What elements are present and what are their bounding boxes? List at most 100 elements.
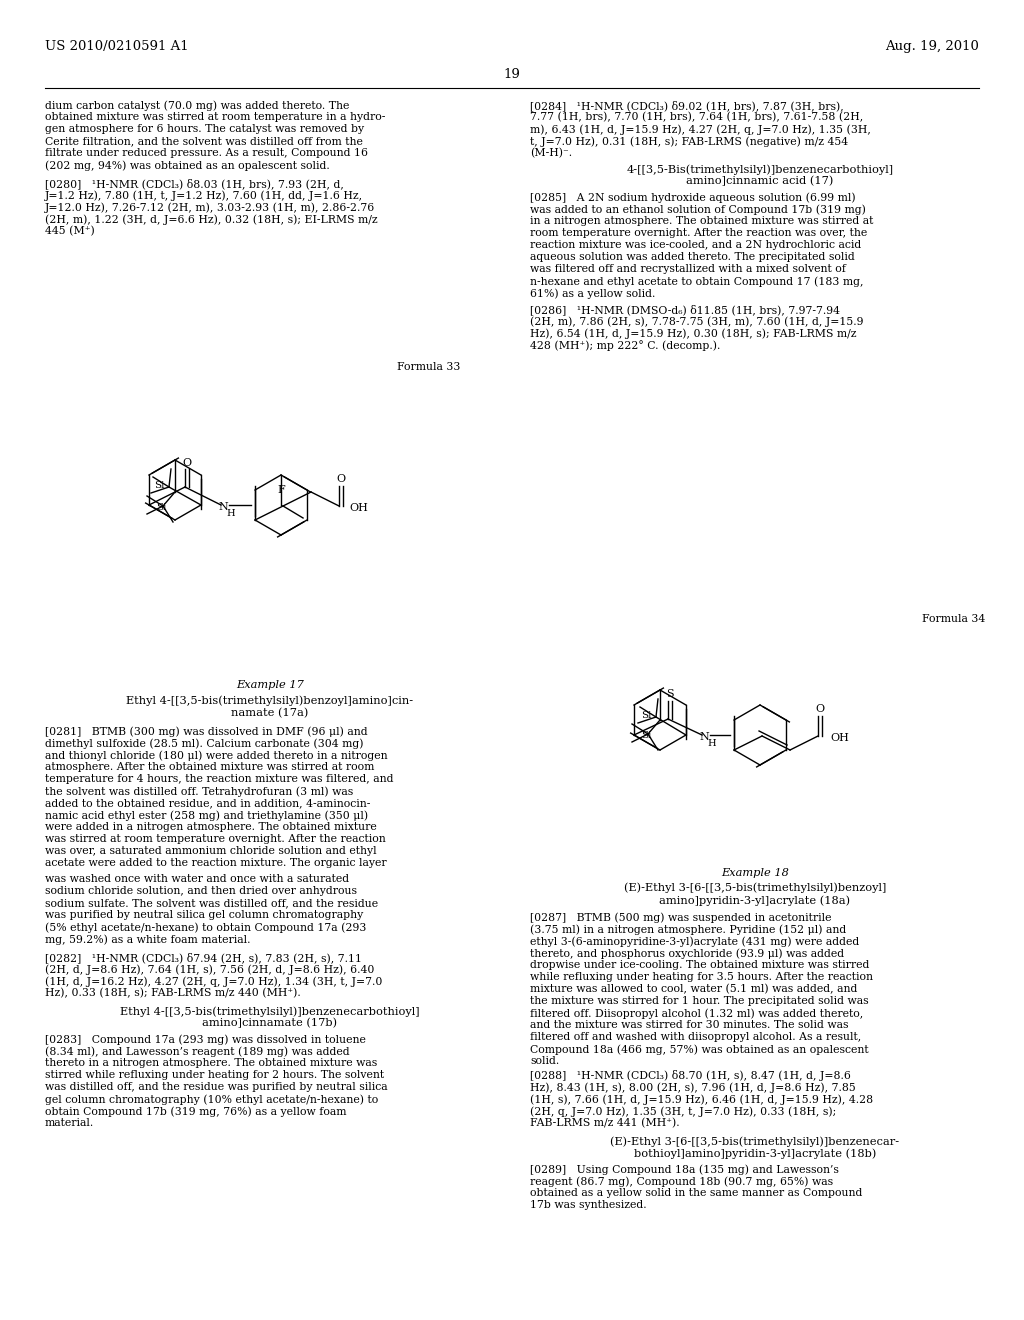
Text: t, J=7.0 Hz), 0.31 (18H, s); FAB-LRMS (negative) m/z 454: t, J=7.0 Hz), 0.31 (18H, s); FAB-LRMS (n… [530, 136, 848, 147]
Text: material.: material. [45, 1118, 94, 1129]
Text: n-hexane and ethyl acetate to obtain Compound 17 (183 mg,: n-hexane and ethyl acetate to obtain Com… [530, 276, 863, 286]
Text: room temperature overnight. After the reaction was over, the: room temperature overnight. After the re… [530, 228, 867, 238]
Text: [0288]   ¹H-NMR (CDCl₃) δ8.70 (1H, s), 8.47 (1H, d, J=8.6: [0288] ¹H-NMR (CDCl₃) δ8.70 (1H, s), 8.4… [530, 1071, 851, 1081]
Text: O: O [182, 458, 191, 469]
Text: [0282]   ¹H-NMR (CDCl₃) δ7.94 (2H, s), 7.83 (2H, s), 7.11: [0282] ¹H-NMR (CDCl₃) δ7.94 (2H, s), 7.8… [45, 952, 362, 962]
Text: (2H, m), 1.22 (3H, d, J=6.6 Hz), 0.32 (18H, s); EI-LRMS m/z: (2H, m), 1.22 (3H, d, J=6.6 Hz), 0.32 (1… [45, 214, 378, 224]
Text: [0281]   BTMB (300 mg) was dissolved in DMF (96 μl) and: [0281] BTMB (300 mg) was dissolved in DM… [45, 726, 368, 737]
Text: namate (17a): namate (17a) [231, 708, 308, 718]
Text: the mixture was stirred for 1 hour. The precipitated solid was: the mixture was stirred for 1 hour. The … [530, 997, 868, 1006]
Text: 7.77 (1H, brs), 7.70 (1H, brs), 7.64 (1H, brs), 7.61-7.58 (2H,: 7.77 (1H, brs), 7.70 (1H, brs), 7.64 (1H… [530, 112, 863, 123]
Text: gen atmosphere for 6 hours. The catalyst was removed by: gen atmosphere for 6 hours. The catalyst… [45, 124, 365, 135]
Text: thereto in a nitrogen atmosphere. The obtained mixture was: thereto in a nitrogen atmosphere. The ob… [45, 1059, 377, 1068]
Text: 17b was synthesized.: 17b was synthesized. [530, 1200, 646, 1210]
Text: was purified by neutral silica gel column chromatography: was purified by neutral silica gel colum… [45, 909, 364, 920]
Text: mixture was allowed to cool, water (5.1 ml) was added, and: mixture was allowed to cool, water (5.1 … [530, 983, 857, 994]
Text: Example 18: Example 18 [721, 869, 788, 878]
Text: filtered off. Diisopropyl alcohol (1.32 ml) was added thereto,: filtered off. Diisopropyl alcohol (1.32 … [530, 1008, 863, 1019]
Text: Si: Si [641, 731, 651, 741]
Text: Hz), 6.54 (1H, d, J=15.9 Hz), 0.30 (18H, s); FAB-LRMS m/z: Hz), 6.54 (1H, d, J=15.9 Hz), 0.30 (18H,… [530, 327, 856, 338]
Text: aqueous solution was added thereto. The precipitated solid: aqueous solution was added thereto. The … [530, 252, 855, 261]
Text: OH: OH [830, 733, 849, 743]
Text: and thionyl chloride (180 μl) were added thereto in a nitrogen: and thionyl chloride (180 μl) were added… [45, 750, 388, 760]
Text: US 2010/0210591 A1: US 2010/0210591 A1 [45, 40, 188, 53]
Text: was washed once with water and once with a saturated: was washed once with water and once with… [45, 874, 349, 884]
Text: [0283]   Compound 17a (293 mg) was dissolved in toluene: [0283] Compound 17a (293 mg) was dissolv… [45, 1034, 366, 1044]
Text: dium carbon catalyst (70.0 mg) was added thereto. The: dium carbon catalyst (70.0 mg) was added… [45, 100, 349, 111]
Text: thereto, and phosphorus oxychloride (93.9 μl) was added: thereto, and phosphorus oxychloride (93.… [530, 948, 844, 958]
Text: in a nitrogen atmosphere. The obtained mixture was stirred at: in a nitrogen atmosphere. The obtained m… [530, 216, 873, 226]
Text: was added to an ethanol solution of Compound 17b (319 mg): was added to an ethanol solution of Comp… [530, 205, 866, 215]
Text: Ethyl 4-[[3,5-bis(trimethylsilyl)benzoyl]amino]cin-: Ethyl 4-[[3,5-bis(trimethylsilyl)benzoyl… [126, 696, 414, 706]
Text: (2H, m), 7.86 (2H, s), 7.78-7.75 (3H, m), 7.60 (1H, d, J=15.9: (2H, m), 7.86 (2H, s), 7.78-7.75 (3H, m)… [530, 315, 863, 326]
Text: [0287]   BTMB (500 mg) was suspended in acetonitrile: [0287] BTMB (500 mg) was suspended in ac… [530, 912, 831, 923]
Text: 445 (M⁺): 445 (M⁺) [45, 226, 95, 236]
Text: gel column chromatography (10% ethyl acetate/n-hexane) to: gel column chromatography (10% ethyl ace… [45, 1094, 378, 1105]
Text: Formula 33: Formula 33 [396, 362, 460, 372]
Text: mg, 59.2%) as a white foam material.: mg, 59.2%) as a white foam material. [45, 935, 251, 945]
Text: obtained as a yellow solid in the same manner as Compound: obtained as a yellow solid in the same m… [530, 1188, 862, 1199]
Text: Si: Si [641, 710, 651, 719]
Text: Aug. 19, 2010: Aug. 19, 2010 [885, 40, 979, 53]
Text: amino]cinnamate (17b): amino]cinnamate (17b) [203, 1018, 338, 1028]
Text: obtain Compound 17b (319 mg, 76%) as a yellow foam: obtain Compound 17b (319 mg, 76%) as a y… [45, 1106, 346, 1117]
Text: sodium sulfate. The solvent was distilled off, and the residue: sodium sulfate. The solvent was distille… [45, 898, 378, 908]
Text: reagent (86.7 mg), Compound 18b (90.7 mg, 65%) was: reagent (86.7 mg), Compound 18b (90.7 mg… [530, 1176, 834, 1187]
Text: reaction mixture was ice-cooled, and a 2N hydrochloric acid: reaction mixture was ice-cooled, and a 2… [530, 240, 861, 249]
Text: [0280]   ¹H-NMR (CDCl₃) δ8.03 (1H, brs), 7.93 (2H, d,: [0280] ¹H-NMR (CDCl₃) δ8.03 (1H, brs), 7… [45, 178, 344, 189]
Text: FAB-LRMS m/z 441 (MH⁺).: FAB-LRMS m/z 441 (MH⁺). [530, 1118, 680, 1129]
Text: [0286]   ¹H-NMR (DMSO-d₆) δ11.85 (1H, brs), 7.97-7.94: [0286] ¹H-NMR (DMSO-d₆) δ11.85 (1H, brs)… [530, 304, 840, 314]
Text: filtrate under reduced pressure. As a result, Compound 16: filtrate under reduced pressure. As a re… [45, 148, 368, 158]
Text: added to the obtained residue, and in addition, 4-aminocin-: added to the obtained residue, and in ad… [45, 799, 371, 808]
Text: J=1.2 Hz), 7.80 (1H, t, J=1.2 Hz), 7.60 (1H, dd, J=1.6 Hz,: J=1.2 Hz), 7.80 (1H, t, J=1.2 Hz), 7.60 … [45, 190, 364, 201]
Text: obtained mixture was stirred at room temperature in a hydro-: obtained mixture was stirred at room tem… [45, 112, 385, 121]
Text: Ethyl 4-[[3,5-bis(trimethylsilyl)]benzenecarbothioyl]: Ethyl 4-[[3,5-bis(trimethylsilyl)]benzen… [120, 1006, 420, 1016]
Text: were added in a nitrogen atmosphere. The obtained mixture: were added in a nitrogen atmosphere. The… [45, 822, 377, 832]
Text: dropwise under ice-cooling. The obtained mixture was stirred: dropwise under ice-cooling. The obtained… [530, 960, 869, 970]
Text: dimethyl sulfoxide (28.5 ml). Calcium carbonate (304 mg): dimethyl sulfoxide (28.5 ml). Calcium ca… [45, 738, 364, 748]
Text: O: O [337, 474, 346, 484]
Text: (3.75 ml) in a nitrogen atmosphere. Pyridine (152 μl) and: (3.75 ml) in a nitrogen atmosphere. Pyri… [530, 924, 846, 935]
Text: (E)-Ethyl 3-[6-[[3,5-bis(trimethylsilyl)]benzenecar-: (E)-Ethyl 3-[6-[[3,5-bis(trimethylsilyl)… [610, 1137, 899, 1147]
Text: filtered off and washed with diisopropyl alcohol. As a result,: filtered off and washed with diisopropyl… [530, 1032, 861, 1041]
Text: Si: Si [154, 480, 164, 490]
Text: 61%) as a yellow solid.: 61%) as a yellow solid. [530, 288, 655, 298]
Text: while refluxing under heating for 3.5 hours. After the reaction: while refluxing under heating for 3.5 ho… [530, 972, 873, 982]
Text: (1H, d, J=16.2 Hz), 4.27 (2H, q, J=7.0 Hz), 1.34 (3H, t, J=7.0: (1H, d, J=16.2 Hz), 4.27 (2H, q, J=7.0 H… [45, 975, 382, 986]
Text: [0285]   A 2N sodium hydroxide aqueous solution (6.99 ml): [0285] A 2N sodium hydroxide aqueous sol… [530, 191, 856, 202]
Text: (2H, d, J=8.6 Hz), 7.64 (1H, s), 7.56 (2H, d, J=8.6 Hz), 6.40: (2H, d, J=8.6 Hz), 7.64 (1H, s), 7.56 (2… [45, 964, 375, 974]
Text: Hz), 0.33 (18H, s); FAB-LRMS m/z 440 (MH⁺).: Hz), 0.33 (18H, s); FAB-LRMS m/z 440 (MH… [45, 987, 301, 998]
Text: the solvent was distilled off. Tetrahydrofuran (3 ml) was: the solvent was distilled off. Tetrahydr… [45, 785, 353, 796]
Text: was filtered off and recrystallized with a mixed solvent of: was filtered off and recrystallized with… [530, 264, 846, 275]
Text: (5% ethyl acetate/n-hexane) to obtain Compound 17a (293: (5% ethyl acetate/n-hexane) to obtain Co… [45, 921, 367, 932]
Text: solid.: solid. [530, 1056, 559, 1067]
Text: (M-H)⁻.: (M-H)⁻. [530, 148, 572, 158]
Text: was distilled off, and the residue was purified by neutral silica: was distilled off, and the residue was p… [45, 1082, 388, 1092]
Text: F: F [278, 484, 285, 495]
Text: bothioyl]amino]pyridin-3-yl]acrylate (18b): bothioyl]amino]pyridin-3-yl]acrylate (18… [634, 1148, 877, 1159]
Text: Hz), 8.43 (1H, s), 8.00 (2H, s), 7.96 (1H, d, J=8.6 Hz), 7.85: Hz), 8.43 (1H, s), 8.00 (2H, s), 7.96 (1… [530, 1082, 856, 1093]
Text: was stirred at room temperature overnight. After the reaction: was stirred at room temperature overnigh… [45, 834, 386, 843]
Text: 428 (MH⁺); mp 222° C. (decomp.).: 428 (MH⁺); mp 222° C. (decomp.). [530, 341, 720, 351]
Text: [0289]   Using Compound 18a (135 mg) and Lawesson’s: [0289] Using Compound 18a (135 mg) and L… [530, 1164, 839, 1175]
Text: OH: OH [349, 503, 368, 513]
Text: (202 mg, 94%) was obtained as an opalescent solid.: (202 mg, 94%) was obtained as an opalesc… [45, 160, 330, 170]
Text: 19: 19 [504, 69, 520, 81]
Text: J=12.0 Hz), 7.26-7.12 (2H, m), 3.03-2.93 (1H, m), 2.86-2.76: J=12.0 Hz), 7.26-7.12 (2H, m), 3.03-2.93… [45, 202, 375, 213]
Text: atmosphere. After the obtained mixture was stirred at room: atmosphere. After the obtained mixture w… [45, 762, 375, 772]
Text: amino]pyridin-3-yl]acrylate (18a): amino]pyridin-3-yl]acrylate (18a) [659, 895, 851, 906]
Text: Cerite filtration, and the solvent was distilled off from the: Cerite filtration, and the solvent was d… [45, 136, 362, 147]
Text: S: S [667, 689, 674, 700]
Text: sodium chloride solution, and then dried over anhydrous: sodium chloride solution, and then dried… [45, 886, 357, 896]
Text: (2H, q, J=7.0 Hz), 1.35 (3H, t, J=7.0 Hz), 0.33 (18H, s);: (2H, q, J=7.0 Hz), 1.35 (3H, t, J=7.0 Hz… [530, 1106, 837, 1117]
Text: ethyl 3-(6-aminopyridine-3-yl)acrylate (431 mg) were added: ethyl 3-(6-aminopyridine-3-yl)acrylate (… [530, 936, 859, 946]
Text: Formula 34: Formula 34 [922, 614, 985, 624]
Text: Compound 18a (466 mg, 57%) was obtained as an opalescent: Compound 18a (466 mg, 57%) was obtained … [530, 1044, 868, 1055]
Text: Example 17: Example 17 [237, 680, 304, 690]
Text: namic acid ethyl ester (258 mg) and triethylamine (350 μl): namic acid ethyl ester (258 mg) and trie… [45, 810, 368, 821]
Text: Si: Si [156, 503, 166, 512]
Text: 4-[[3,5-Bis(trimethylsilyl)]benzenecarbothioyl]: 4-[[3,5-Bis(trimethylsilyl)]benzenecarbo… [627, 164, 894, 174]
Text: (E)-Ethyl 3-[6-[[3,5-bis(trimethylsilyl)benzoyl]: (E)-Ethyl 3-[6-[[3,5-bis(trimethylsilyl)… [624, 882, 886, 892]
Text: acetate were added to the reaction mixture. The organic layer: acetate were added to the reaction mixtu… [45, 858, 387, 869]
Text: and the mixture was stirred for 30 minutes. The solid was: and the mixture was stirred for 30 minut… [530, 1020, 849, 1030]
